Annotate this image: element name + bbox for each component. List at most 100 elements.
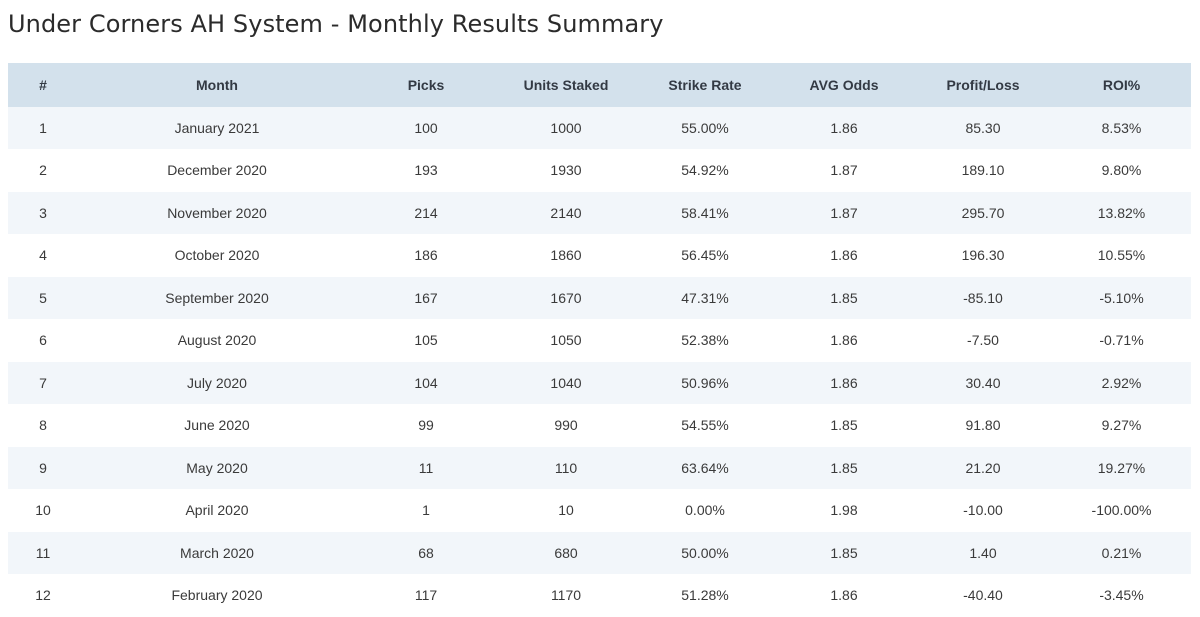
cell-units-staked: 1040	[496, 361, 636, 405]
cell-month: November 2020	[78, 191, 356, 235]
table-row: 11 March 2020 68 680 50.00% 1.85 1.40 0.21%	[8, 531, 1191, 575]
cell-profit-loss: 91.80	[914, 404, 1052, 447]
cell-strike-rate: 0.00%	[636, 489, 774, 532]
table-row: 6 August 2020 105 1050 52.38% 1.86 -7.50 -0.71%	[8, 319, 1191, 362]
cell-strike-rate: 50.00%	[636, 531, 774, 575]
table-row: 2 December 2020 193 1930 54.92% 1.87 189.10 9.8…	[8, 149, 1191, 192]
cell-profit-loss: 1.40	[914, 531, 1052, 575]
cell-num: 5	[8, 276, 78, 320]
table-row: 3 November 2020 214 2140 58.41% 1.87 295.70 13.…	[8, 191, 1191, 235]
cell-picks: 214	[356, 191, 496, 235]
header-roi: ROI%	[1102, 77, 1141, 93]
cell-units-staked: 1670	[496, 276, 636, 320]
cell-picks: 105	[356, 319, 496, 362]
cell-avg-odds: 1.86	[774, 319, 914, 362]
cell-units-staked: 1860	[496, 234, 636, 277]
cell-profit-loss: -10.00	[914, 489, 1052, 532]
cell-roi: 2.92%	[1052, 361, 1191, 405]
results-table: # Month Picks Units Staked Strike Rate A…	[8, 63, 1191, 617]
cell-units-staked: 1930	[496, 149, 636, 192]
table-row: 9 May 2020 11 110 63.64% 1.85 21.20 19.27%	[8, 446, 1191, 490]
header-avg-odds: AVG Odds	[809, 77, 879, 93]
header-row: # Month Picks Units Staked Strike Rate A…	[8, 63, 1191, 107]
cell-picks: 99	[356, 404, 496, 447]
cell-month: December 2020	[78, 149, 356, 192]
cell-num: 2	[8, 149, 78, 192]
cell-num: 6	[8, 319, 78, 362]
cell-profit-loss: -7.50	[914, 319, 1052, 362]
cell-picks: 186	[356, 234, 496, 277]
cell-units-staked: 2140	[496, 191, 636, 235]
results-table-container: # Month Picks Units Staked Strike Rate A…	[8, 63, 1191, 617]
table-row: 4 October 2020 186 1860 56.45% 1.86 196.30 10.5…	[8, 234, 1191, 277]
cell-avg-odds: 1.86	[774, 234, 914, 277]
cell-picks: 100	[356, 107, 496, 150]
cell-num: 1	[8, 107, 78, 150]
cell-avg-odds: 1.86	[774, 574, 914, 617]
header-num: #	[39, 77, 47, 93]
cell-roi: -100.00%	[1052, 489, 1191, 532]
cell-month: June 2020	[78, 404, 356, 447]
cell-strike-rate: 51.28%	[636, 574, 774, 617]
cell-profit-loss: -40.40	[914, 574, 1052, 617]
cell-avg-odds: 1.87	[774, 149, 914, 192]
page-title: Under Corners AH System - Monthly Result…	[8, 10, 664, 38]
cell-strike-rate: 58.41%	[636, 191, 774, 235]
cell-avg-odds: 1.86	[774, 361, 914, 405]
cell-strike-rate: 55.00%	[636, 107, 774, 150]
cell-units-staked: 1000	[496, 107, 636, 150]
cell-roi: -5.10%	[1052, 276, 1191, 320]
table-body: 1 January 2021 100 1000 55.00% 1.86 85.30 8.53%…	[8, 107, 1191, 617]
cell-strike-rate: 50.96%	[636, 361, 774, 405]
cell-month: August 2020	[78, 319, 356, 362]
cell-month: October 2020	[78, 234, 356, 277]
table-row: 8 June 2020 99 990 54.55% 1.85 91.80 9.27%	[8, 404, 1191, 447]
cell-strike-rate: 52.38%	[636, 319, 774, 362]
cell-strike-rate: 63.64%	[636, 446, 774, 490]
cell-profit-loss: 189.10	[914, 149, 1052, 192]
cell-profit-loss: 30.40	[914, 361, 1052, 405]
cell-month: May 2020	[78, 446, 356, 490]
cell-roi: 9.27%	[1052, 404, 1191, 447]
table-header: # Month Picks Units Staked Strike Rate A…	[8, 63, 1191, 107]
cell-roi: 8.53%	[1052, 107, 1191, 150]
cell-roi: 10.55%	[1052, 234, 1191, 277]
cell-units-staked: 110	[496, 446, 636, 490]
cell-profit-loss: -85.10	[914, 276, 1052, 320]
cell-units-staked: 680	[496, 531, 636, 575]
cell-month: July 2020	[78, 361, 356, 405]
cell-avg-odds: 1.98	[774, 489, 914, 532]
cell-strike-rate: 47.31%	[636, 276, 774, 320]
cell-avg-odds: 1.85	[774, 446, 914, 490]
cell-profit-loss: 21.20	[914, 446, 1052, 490]
cell-num: 7	[8, 361, 78, 405]
cell-roi: -3.45%	[1052, 574, 1191, 617]
table-row: 1 January 2021 100 1000 55.00% 1.86 85.30 8.53%	[8, 107, 1191, 150]
cell-num: 12	[8, 574, 78, 617]
table-row: 12 February 2020 117 1170 51.28% 1.86 -40.40 -3…	[8, 574, 1191, 617]
cell-profit-loss: 85.30	[914, 107, 1052, 150]
cell-roi: 19.27%	[1052, 446, 1191, 490]
cell-units-staked: 1050	[496, 319, 636, 362]
cell-picks: 1	[356, 489, 496, 532]
cell-picks: 104	[356, 361, 496, 405]
cell-profit-loss: 295.70	[914, 191, 1052, 235]
cell-num: 8	[8, 404, 78, 447]
cell-roi: 13.82%	[1052, 191, 1191, 235]
cell-avg-odds: 1.85	[774, 404, 914, 447]
cell-roi: -0.71%	[1052, 319, 1191, 362]
cell-picks: 68	[356, 531, 496, 575]
cell-num: 3	[8, 191, 78, 235]
cell-num: 4	[8, 234, 78, 277]
cell-month: April 2020	[78, 489, 356, 532]
header-strike-rate: Strike Rate	[668, 77, 742, 93]
header-month: Month	[196, 77, 238, 93]
cell-month: March 2020	[78, 531, 356, 575]
cell-strike-rate: 54.92%	[636, 149, 774, 192]
cell-avg-odds: 1.87	[774, 191, 914, 235]
header-picks: Picks	[407, 77, 445, 93]
cell-avg-odds: 1.85	[774, 531, 914, 575]
cell-month: February 2020	[78, 574, 356, 617]
cell-picks: 117	[356, 574, 496, 617]
cell-picks: 193	[356, 149, 496, 192]
